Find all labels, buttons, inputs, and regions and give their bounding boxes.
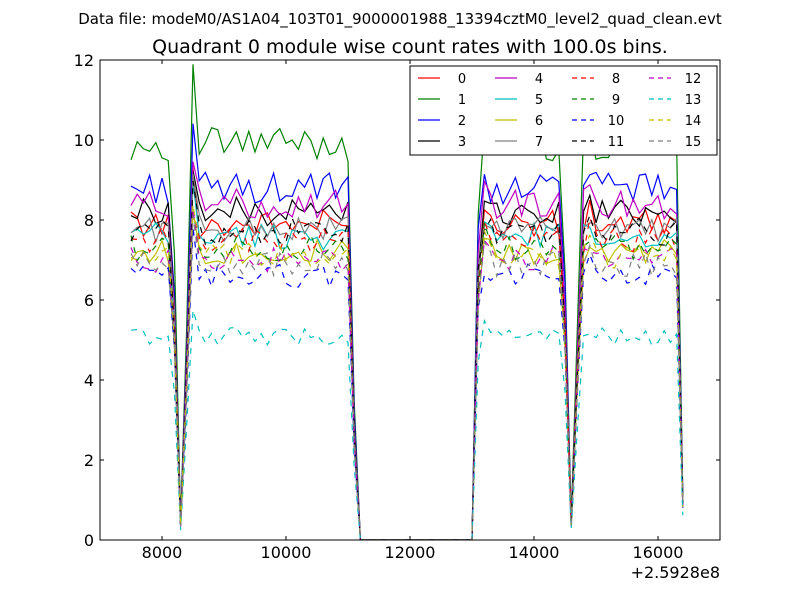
figure-suptitle: Data file: modeM0/AS1A04_103T01_90000019… <box>78 10 722 29</box>
legend-label: 12 <box>685 72 702 87</box>
legend-label: 0 <box>458 72 466 87</box>
series-line-13 <box>130 310 684 540</box>
series-line-6 <box>130 210 684 540</box>
legend-label: 4 <box>535 72 543 87</box>
series-line-3 <box>130 170 684 540</box>
legend-label: 3 <box>458 135 466 150</box>
x-tick-label: 12000 <box>385 543 436 562</box>
series-line-4 <box>130 161 684 540</box>
y-tick-label: 2 <box>84 451 94 470</box>
series-line-11 <box>130 180 684 540</box>
legend-label: 8 <box>612 72 620 87</box>
legend-label: 13 <box>685 93 702 108</box>
y-tick-label: 12 <box>74 51 94 70</box>
y-tick-label: 0 <box>84 531 94 550</box>
series-line-2 <box>130 123 684 540</box>
legend-label: 11 <box>608 135 625 150</box>
chart-title: Quadrant 0 module wise count rates with … <box>152 36 668 58</box>
x-tick-label: 16000 <box>633 543 684 562</box>
legend-label: 6 <box>535 114 543 129</box>
series-line-9 <box>130 208 684 540</box>
series-line-12 <box>130 208 684 540</box>
legend-label: 15 <box>685 135 702 150</box>
legend-label: 9 <box>612 93 620 108</box>
series-line-5 <box>130 182 684 540</box>
y-tick-label: 6 <box>84 291 94 310</box>
legend-label: 10 <box>608 114 625 129</box>
series-line-0 <box>130 167 684 540</box>
y-tick-label: 10 <box>74 131 94 150</box>
legend-label: 5 <box>535 93 543 108</box>
x-tick-label: 8000 <box>142 543 183 562</box>
legend-label: 1 <box>458 93 466 108</box>
legend-label: 2 <box>458 114 466 129</box>
series-line-14 <box>130 204 684 540</box>
series-line-7 <box>130 174 684 540</box>
x-axis-offset-label: +2.5928e8 <box>631 563 720 582</box>
y-tick-label: 8 <box>84 211 94 230</box>
series-line-8 <box>130 209 684 540</box>
x-tick-label: 14000 <box>509 543 560 562</box>
legend-box <box>409 65 718 156</box>
legend-label: 14 <box>685 114 702 129</box>
y-tick-label: 4 <box>84 371 94 390</box>
series-line-15 <box>130 214 684 540</box>
series-line-10 <box>130 226 684 540</box>
x-tick-label: 10000 <box>261 543 312 562</box>
legend-label: 7 <box>535 135 543 150</box>
